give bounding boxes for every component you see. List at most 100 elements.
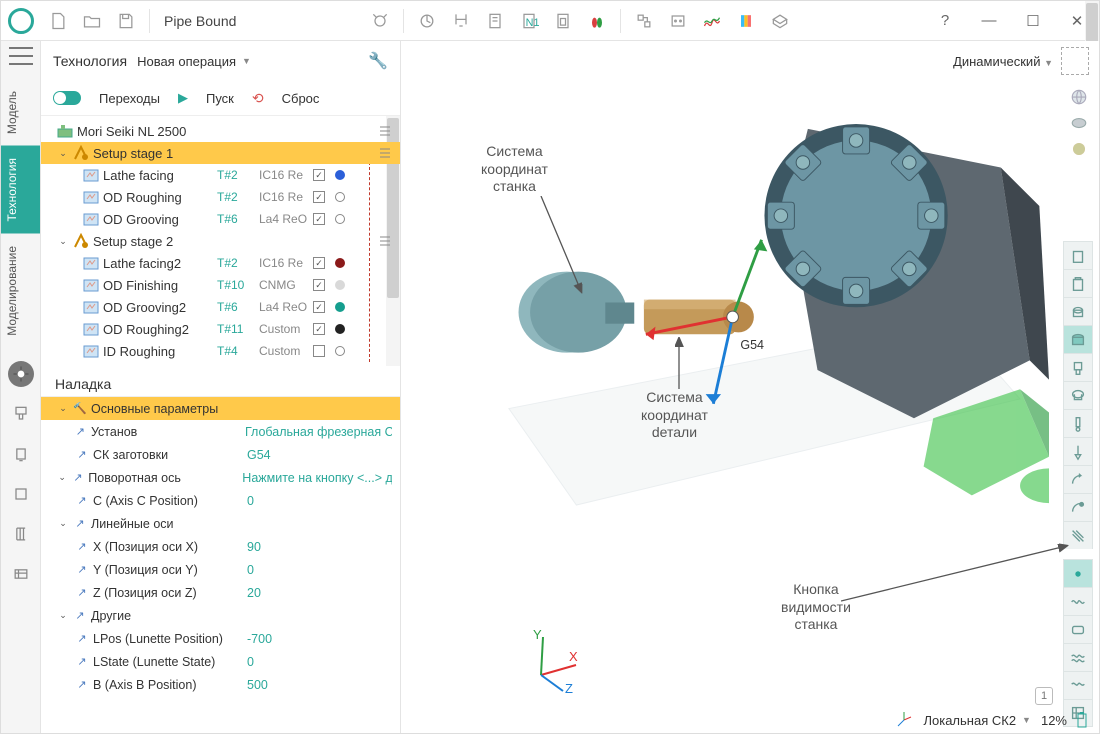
tree-operation[interactable]: Lathe facingT#2IC16 Re✓	[41, 164, 400, 186]
annotation-machine-cs: Системакоординатстанка	[481, 143, 548, 196]
toolbar-button-6[interactable]	[546, 4, 580, 38]
tree-operation[interactable]: OD RoughingT#2IC16 Re✓	[41, 186, 400, 208]
tree-operation[interactable]: ID RoughingT#4Custom	[41, 340, 400, 362]
shading-globe-icon[interactable]	[1065, 85, 1093, 109]
tree-operation[interactable]: OD FinishingT#10CNMG✓	[41, 274, 400, 296]
param-row[interactable]: ↗C (Axis C Position)0	[41, 489, 400, 512]
main-toolbar: N1	[363, 1, 797, 40]
tab-model[interactable]: Модель	[1, 79, 40, 146]
help-button[interactable]: ?	[923, 1, 967, 41]
view-count-badge[interactable]: 1	[1035, 687, 1053, 705]
parameter-grid: ⌄🔨Основные параметры↗УстановГлобальная ф…	[41, 396, 400, 733]
viewport-tool-4[interactable]	[1063, 353, 1093, 381]
tree-operation[interactable]: Lathe facing2T#2IC16 Re✓	[41, 252, 400, 274]
side-icon-4[interactable]	[8, 521, 34, 547]
toolbar-button-4[interactable]	[478, 4, 512, 38]
new-operation-dropdown[interactable]: Новая операция▼	[137, 54, 251, 69]
setup-section-title: Наладка	[41, 366, 400, 396]
start-label: Пуск	[206, 91, 234, 106]
param-group-header[interactable]: ⌄↗Поворотная осьНажмите на кнопку <...> …	[41, 466, 400, 489]
side-icon-3[interactable]	[8, 481, 34, 507]
param-row[interactable]: ↗СК заготовкиG54	[41, 443, 400, 466]
param-group-header[interactable]: ⌄🔨Основные параметры	[41, 397, 400, 420]
save-file-button[interactable]	[109, 4, 143, 38]
play-icon[interactable]: ▶	[178, 90, 188, 106]
side-icon-5[interactable]	[8, 561, 34, 587]
toolbar-button-7[interactable]	[580, 4, 614, 38]
reset-icon[interactable]: ⟲	[252, 90, 264, 107]
viewport-tool-16[interactable]	[1063, 671, 1093, 699]
viewport-tool-8[interactable]	[1063, 465, 1093, 493]
svg-text:Z: Z	[565, 681, 573, 695]
param-group-header[interactable]: ⌄↗Линейные оси	[41, 512, 400, 535]
tree-setup[interactable]: ⌄Setup stage 1	[41, 142, 400, 164]
param-group-header[interactable]: ⌄↗Другие	[41, 604, 400, 627]
tree-setup[interactable]: ⌄Setup stage 2	[41, 230, 400, 252]
viewport-tool-6[interactable]	[1063, 409, 1093, 437]
view-mode-dropdown[interactable]: Динамический ▼	[953, 54, 1053, 69]
g54-label: G54	[740, 338, 764, 352]
viewport-tool-3[interactable]	[1063, 325, 1093, 353]
param-row[interactable]: ↗УстановГлобальная фрезерная СК	[41, 420, 400, 443]
axis-gizmo-icon: X Y Z	[521, 625, 591, 695]
tree-operation[interactable]: OD GroovingT#6La4 ReO✓	[41, 208, 400, 230]
app-logo	[1, 1, 41, 41]
tree-machine[interactable]: Mori Seiki NL 2500	[41, 120, 400, 142]
toolbar-button-3[interactable]	[444, 4, 478, 38]
viewport-tool-2[interactable]	[1063, 297, 1093, 325]
toolbar-button-9[interactable]	[661, 4, 695, 38]
hamburger-icon[interactable]	[9, 47, 33, 65]
viewport-tool-0[interactable]	[1063, 241, 1093, 269]
panel-title: Технология	[53, 53, 127, 69]
toolbar-button-2[interactable]	[410, 4, 444, 38]
cs-axis-icon	[895, 711, 913, 729]
maximize-button[interactable]: ☐	[1011, 1, 1055, 41]
viewport-tool-15[interactable]	[1063, 643, 1093, 671]
battery-icon	[1077, 712, 1089, 728]
transitions-label: Переходы	[99, 91, 160, 106]
shading-color-icon[interactable]	[1065, 137, 1093, 161]
tree-operation[interactable]: OD Roughing2T#11Custom✓	[41, 318, 400, 340]
toolbar-button-12[interactable]	[763, 4, 797, 38]
reset-label: Сброс	[282, 91, 320, 106]
viewport-toolbar	[1063, 241, 1093, 727]
param-row[interactable]: ↗X (Позиция оси X)90	[41, 535, 400, 558]
toolbar-button-5[interactable]: N1	[512, 4, 546, 38]
viewport-tool-9[interactable]	[1063, 493, 1093, 521]
viewport-tool-1[interactable]	[1063, 269, 1093, 297]
transitions-toggle[interactable]	[53, 91, 81, 105]
svg-text:N1: N1	[525, 17, 538, 29]
viewport-tool-5[interactable]	[1063, 381, 1093, 409]
param-row[interactable]: ↗LState (Lunette State)0	[41, 650, 400, 673]
param-row[interactable]: ↗Y (Позиция оси Y)0	[41, 558, 400, 581]
toolbar-button-10[interactable]	[695, 4, 729, 38]
tree-operation[interactable]: OD Grooving2T#6La4 ReO✓	[41, 296, 400, 318]
view-cube-icon[interactable]	[1061, 47, 1089, 75]
side-icon-origin[interactable]	[8, 361, 34, 387]
side-icon-1[interactable]	[8, 401, 34, 427]
param-row[interactable]: ↗B (Axis B Position)500	[41, 673, 400, 696]
param-row[interactable]: ↗Z (Позиция оси Z)20	[41, 581, 400, 604]
operation-tree: Mori Seiki NL 2500⌄Setup stage 1Lathe fa…	[41, 115, 400, 366]
viewport-tool-7[interactable]	[1063, 437, 1093, 465]
3d-viewport[interactable]: Динамический ▼	[401, 41, 1099, 733]
minimize-button[interactable]: —	[967, 1, 1011, 41]
tab-technology[interactable]: Технология	[1, 146, 40, 234]
svg-text:Y: Y	[533, 627, 542, 642]
cs-dropdown[interactable]: Локальная СК2▼	[923, 713, 1031, 728]
toolbar-button-1[interactable]	[363, 4, 397, 38]
toolbar-button-11[interactable]	[729, 4, 763, 38]
settings-icon[interactable]: 🔧	[368, 51, 388, 71]
shading-solid-icon[interactable]	[1065, 111, 1093, 135]
tab-modeling[interactable]: Моделирование	[1, 234, 40, 348]
side-icon-2[interactable]	[8, 441, 34, 467]
param-row[interactable]: ↗LPos (Lunette Position)-700	[41, 627, 400, 650]
new-file-button[interactable]	[41, 4, 75, 38]
document-title: Pipe Bound	[164, 13, 236, 29]
toolbar-button-8[interactable]	[627, 4, 661, 38]
titlebar: Pipe Bound N1 ? — ☐ ✕	[1, 1, 1099, 41]
technology-panel: Технология Новая операция▼ 🔧 Переходы ▶ …	[41, 41, 401, 733]
viewport-tool-14[interactable]	[1063, 615, 1093, 643]
open-file-button[interactable]	[75, 4, 109, 38]
status-bar: Локальная СК2▼ 12%	[895, 711, 1089, 729]
